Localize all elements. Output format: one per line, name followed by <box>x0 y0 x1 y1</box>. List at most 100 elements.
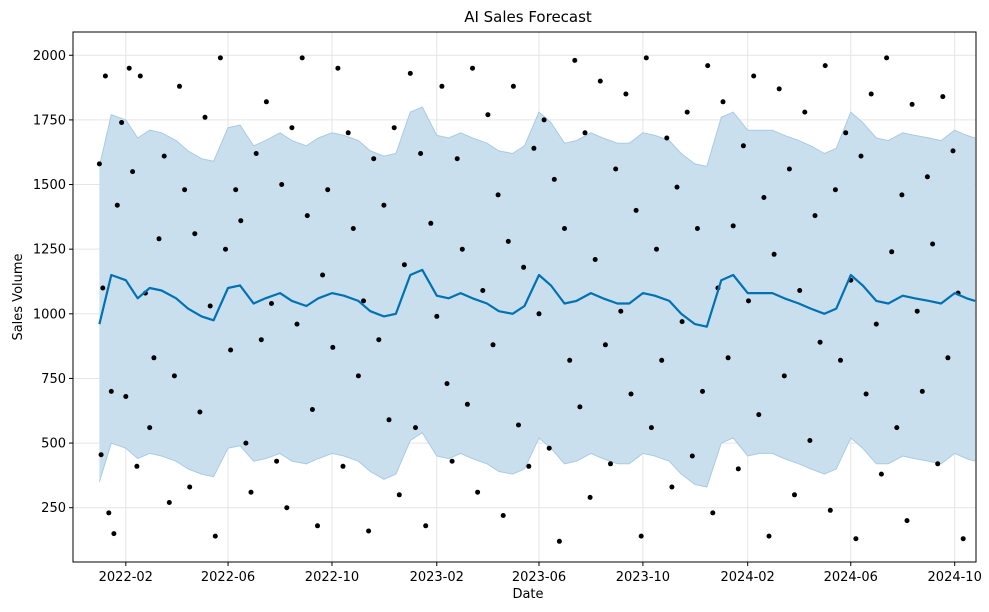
observation-point <box>797 288 803 293</box>
observation-point <box>746 298 751 304</box>
y-tick-label: 1000 <box>33 307 66 322</box>
observation-point <box>587 494 593 500</box>
observation-point <box>899 192 905 198</box>
observation-point <box>792 492 797 498</box>
observation-point <box>812 213 818 219</box>
observation-point <box>228 347 234 353</box>
observation-point <box>396 492 402 498</box>
observation-point <box>786 166 792 172</box>
observation-point <box>623 91 629 97</box>
observation-point <box>126 65 132 71</box>
observation-point <box>100 285 106 291</box>
observation-point <box>904 518 910 524</box>
observation-point <box>536 311 542 317</box>
observation-point <box>340 463 346 469</box>
observation-point <box>878 471 884 477</box>
observation-point <box>838 357 843 363</box>
observation-point <box>950 148 956 154</box>
observation-point <box>516 422 521 428</box>
observation-point <box>654 246 659 252</box>
observation-point <box>108 388 114 394</box>
observation-point <box>96 161 102 167</box>
observation-point <box>853 536 859 542</box>
observation-point <box>299 55 305 61</box>
observation-point <box>444 381 450 387</box>
observation-point <box>633 207 639 213</box>
observation-point <box>659 357 665 363</box>
observation-point <box>597 78 603 84</box>
uncertainty-band-area <box>99 107 976 487</box>
observation-point <box>935 461 941 467</box>
observation-point <box>233 187 239 193</box>
observation-point <box>776 86 782 92</box>
observation-point <box>171 373 177 379</box>
x-tick-label: 2024-06 <box>824 570 878 585</box>
observation-point <box>510 83 516 89</box>
observation-point <box>572 57 578 63</box>
observation-point <box>914 308 920 314</box>
observation-point <box>350 226 356 231</box>
observation-point <box>263 99 269 105</box>
observation-point <box>541 117 547 123</box>
observation-point <box>843 130 849 136</box>
observation-point <box>475 489 481 495</box>
observation-point <box>551 176 557 182</box>
observation-point <box>130 169 136 175</box>
observation-point <box>761 195 767 200</box>
observation-point <box>361 298 366 304</box>
observation-point <box>909 101 915 107</box>
observation-point <box>930 241 936 247</box>
observation-point <box>894 425 900 431</box>
observation-point <box>638 533 644 539</box>
observation-point <box>423 523 429 529</box>
observation-point <box>187 484 193 490</box>
observation-point <box>827 507 833 513</box>
observation-point <box>766 533 772 539</box>
observation-point <box>335 65 341 71</box>
observation-point <box>192 231 198 237</box>
observation-point <box>526 463 532 469</box>
observation-point <box>258 337 264 343</box>
x-tick-label: 2022-02 <box>99 570 153 585</box>
observation-point <box>480 288 486 293</box>
observation-point <box>730 223 736 229</box>
observation-point <box>807 438 813 443</box>
observation-point <box>608 461 613 467</box>
observation-point <box>248 489 254 495</box>
observation-point <box>822 63 828 69</box>
observation-point <box>602 342 608 348</box>
observation-point <box>694 226 700 231</box>
observation-point <box>106 510 112 516</box>
observation-point <box>459 246 465 252</box>
observation-point <box>147 425 153 431</box>
chart-title: AI Sales Forecast <box>464 8 592 26</box>
y-tick-label: 1750 <box>33 113 66 128</box>
observation-point <box>521 264 527 270</box>
observation-point <box>449 458 455 464</box>
observation-point <box>418 151 424 156</box>
observation-point <box>960 536 966 542</box>
x-tick-label: 2022-06 <box>201 570 255 585</box>
observation-point <box>320 272 326 278</box>
observation-point <box>315 523 320 529</box>
observation-point <box>161 153 167 159</box>
observation-point <box>289 125 295 131</box>
observation-point <box>919 388 925 394</box>
x-tick-label: 2024-02 <box>721 570 775 585</box>
observation-point <box>485 112 491 118</box>
observation-point <box>177 83 182 89</box>
observation-point <box>391 125 397 131</box>
observation-point <box>470 65 475 71</box>
observation-point <box>223 246 228 252</box>
observation-point <box>366 528 372 534</box>
y-tick-label: 2000 <box>33 49 66 64</box>
observation-point <box>648 425 654 431</box>
observation-point <box>134 463 140 469</box>
observation-point <box>119 120 125 125</box>
observation-point <box>279 182 285 187</box>
observation-point <box>562 226 567 231</box>
observation-point <box>858 153 864 159</box>
observation-point <box>781 373 787 379</box>
observation-point <box>832 187 838 193</box>
